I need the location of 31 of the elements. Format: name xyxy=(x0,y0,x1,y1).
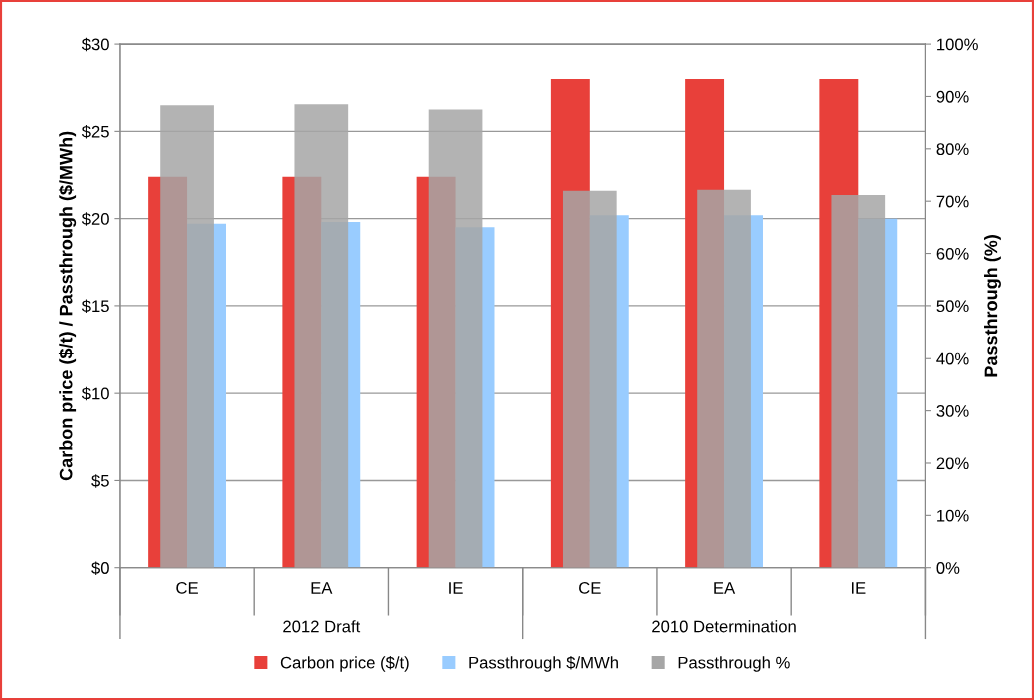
y2-tick-label: 10% xyxy=(937,509,969,522)
y-tick-label: $15 xyxy=(81,299,109,314)
y-tick-label: $20 xyxy=(81,212,109,226)
y-axis-title: Carbon price ($/t) / Passthrough ($/MWh) xyxy=(58,131,77,481)
x-tick-label: EA xyxy=(311,582,333,594)
legend-label: Passthrough % xyxy=(678,656,790,672)
text: 2010 Determination xyxy=(652,620,796,633)
y-tick-label: $25 xyxy=(81,125,109,139)
y2-tick-label: 0% xyxy=(936,562,960,574)
y2-tick-label: 20% xyxy=(936,457,969,470)
text: 2012 Draft xyxy=(283,620,361,633)
y-tick-label: $5 xyxy=(91,474,109,488)
y2-tick-label: 50% xyxy=(936,300,969,313)
y2-tick-label: 70% xyxy=(936,195,969,208)
x-tick-label: CE xyxy=(176,582,198,594)
y-tick-label: $30 xyxy=(81,37,109,52)
legend-label: Carbon price ($/t) xyxy=(280,656,409,672)
y2-tick-label: 80% xyxy=(936,143,969,156)
y2-tick-label: 30% xyxy=(936,405,969,417)
x-tick-label: IE xyxy=(851,582,866,594)
y-tick-label: $0 xyxy=(91,561,109,575)
y2-tick-label: 60% xyxy=(936,247,969,260)
y2-tick-label: 90% xyxy=(936,90,969,103)
y2-tick-label: 100% xyxy=(937,38,978,51)
y2-axis-title: Passthrough (%) xyxy=(984,235,1001,377)
y-tick-label: $10 xyxy=(81,386,109,401)
x-tick-label: EA xyxy=(714,582,736,594)
x-tick-label: CE xyxy=(579,582,601,594)
x-tick-label: IE xyxy=(449,582,463,594)
y2-tick-label: 40% xyxy=(936,352,969,365)
legend-label: Passthrough $/MWh xyxy=(469,656,618,672)
